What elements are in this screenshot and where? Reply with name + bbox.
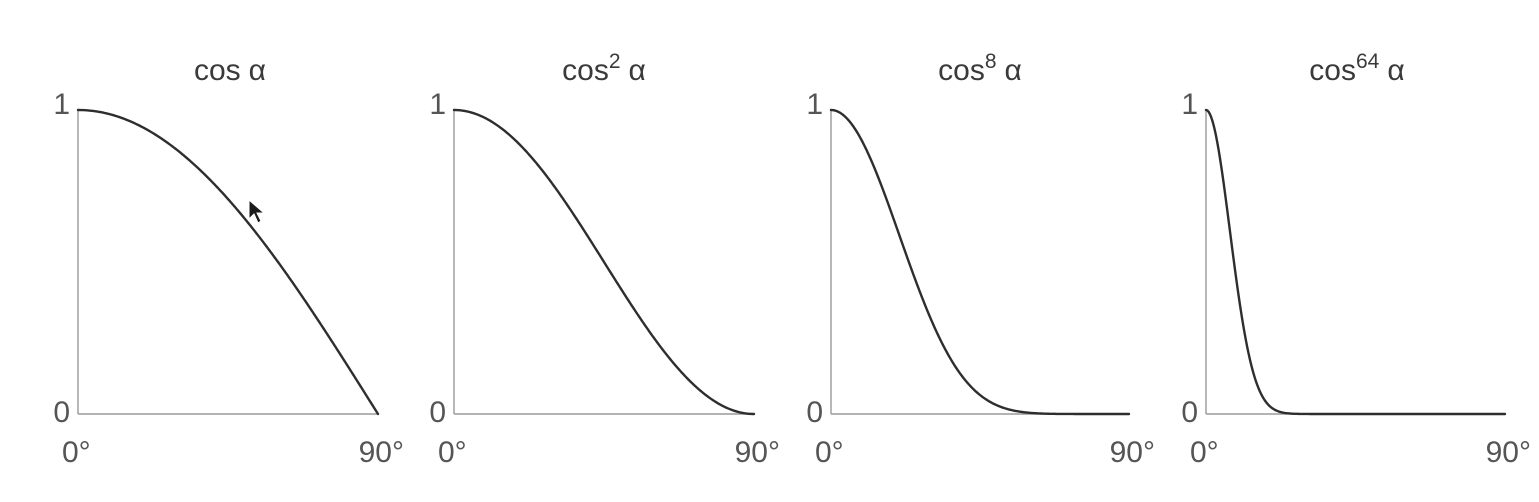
x-tick-label-min: 0° <box>815 436 844 469</box>
series-line <box>452 108 756 416</box>
mouse-pointer-icon <box>248 198 266 224</box>
x-tick-label-min: 0° <box>1190 436 1219 469</box>
x-tick-label-max: 90° <box>359 436 404 469</box>
chart-panel-2: cos2 α 1 0 0° 90° <box>429 50 780 469</box>
chart-title: cos α <box>194 54 266 87</box>
title-symbol: α <box>249 54 266 87</box>
x-tick-label-max: 90° <box>735 436 780 469</box>
chart-panel-4: cos64 α 1 0 0° 90° <box>1181 50 1531 469</box>
x-tick-label-max: 90° <box>1486 436 1531 469</box>
y-tick-label-max: 1 <box>806 88 823 121</box>
chart-title: cos8 α <box>938 50 1022 87</box>
title-base: cos <box>562 54 609 87</box>
chart-panel-3: cos8 α 1 0 0° 90° <box>806 50 1155 469</box>
title-symbol: α <box>1005 54 1022 87</box>
x-tick-label-max: 90° <box>1110 436 1155 469</box>
title-exponent: 64 <box>1356 50 1380 73</box>
title-base: cos <box>1309 54 1356 87</box>
y-tick-label-max: 1 <box>429 88 446 121</box>
y-tick-label-max: 1 <box>53 88 70 121</box>
series-line <box>76 108 380 416</box>
chart-panel-1: cos α 1 0 0° 90° <box>53 54 404 469</box>
title-base: cos <box>194 54 241 87</box>
series-line <box>1204 108 1507 416</box>
title-symbol: α <box>629 54 646 87</box>
chart-title: cos64 α <box>1309 50 1404 87</box>
chart-title: cos2 α <box>562 50 646 87</box>
title-exponent: 8 <box>985 50 997 73</box>
y-tick-label-min: 0 <box>429 396 446 429</box>
title-exponent: 2 <box>609 50 621 73</box>
y-tick-label-max: 1 <box>1181 88 1198 121</box>
x-tick-label-min: 0° <box>62 436 91 469</box>
title-symbol: α <box>1387 54 1404 87</box>
x-tick-label-min: 0° <box>438 436 467 469</box>
y-tick-label-min: 0 <box>53 396 70 429</box>
series-line <box>829 108 1131 416</box>
y-tick-label-min: 0 <box>806 396 823 429</box>
title-base: cos <box>938 54 985 87</box>
y-tick-label-min: 0 <box>1181 396 1198 429</box>
